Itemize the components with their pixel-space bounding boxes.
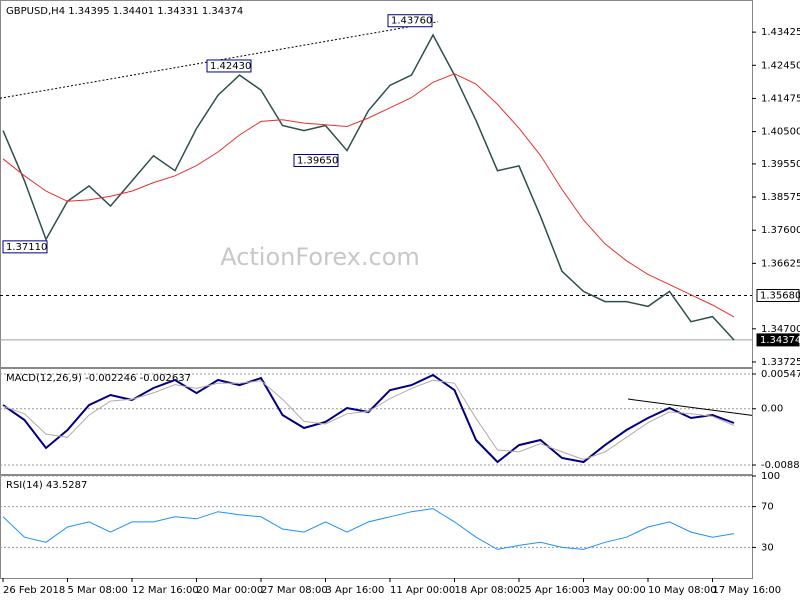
y-tick-label: 1.38575: [761, 192, 800, 203]
x-tick-label: 25 Apr 16:00: [519, 585, 584, 596]
x-tick-label: 17 May 16:00: [713, 585, 782, 596]
y-tick-label: 1.40500: [761, 127, 800, 138]
pane-frame: [0, 0, 753, 368]
watermark: ActionForex.com: [220, 243, 420, 271]
x-tick-label: 3 May 00:00: [584, 585, 646, 596]
price-label: 1.34374: [760, 335, 800, 346]
x-tick-label: 11 Apr 00:00: [390, 585, 455, 596]
y-tick-label: 1.37600: [761, 225, 800, 236]
y-tick-label: 1.39550: [761, 159, 800, 170]
x-tick-label: 26 Feb 2018: [3, 585, 65, 596]
price-label: 1.35680: [760, 290, 800, 301]
annotation-box: [206, 59, 252, 73]
x-tick-label: 18 Apr 08:00: [455, 585, 520, 596]
series-line: [2, 373, 735, 464]
y-tick-label: 1.33725: [761, 357, 800, 368]
y-tick-label: 1.42450: [761, 60, 800, 71]
annotation: 1.37110: [6, 242, 47, 253]
y-tick-label: 1.36625: [761, 258, 800, 269]
annotation: 1.39650: [297, 155, 338, 166]
x-tick-label: 10 May 08:00: [648, 585, 717, 596]
trendline: [627, 398, 753, 416]
series-line: [2, 33, 735, 341]
y-tick-label: 0.00547: [761, 369, 800, 380]
x-tick-label: 27 Mar 08:00: [261, 585, 328, 596]
y-tick-label: -0.00886: [761, 460, 800, 471]
x-tick-label: 5 Mar 08:00: [68, 585, 128, 596]
y-tick-label: 70: [761, 502, 774, 513]
x-tick-label: 3 Apr 16:00: [326, 585, 385, 596]
y-tick-label: 100: [761, 471, 780, 482]
y-tick-label: 30: [761, 542, 774, 553]
y-tick-label: 0.00: [761, 404, 783, 415]
series-line: [2, 73, 735, 318]
annotation-box: [387, 14, 433, 28]
annotation: 1.42430: [210, 61, 251, 72]
series-line: [2, 508, 735, 550]
annotation: 1.43760: [391, 16, 432, 27]
pane-frame: [0, 368, 753, 475]
price-label-box: [756, 288, 800, 302]
series-line: [2, 379, 735, 461]
y-tick-label: 1.43425: [761, 27, 800, 38]
x-tick-label: 12 Mar 16:00: [132, 585, 199, 596]
pane-title: GBPUSD,H4 1.34395 1.34401 1.34331 1.3437…: [6, 6, 243, 17]
pane-title: MACD(12,26,9) -0.002246 -0.002637: [6, 373, 191, 384]
pane-title: RSI(14) 43.5287: [6, 480, 87, 491]
y-tick-label: 1.34700: [761, 324, 800, 335]
price-label-box: [756, 333, 800, 347]
y-tick-label: 1.41475: [761, 93, 800, 104]
annotation-box: [293, 153, 339, 167]
x-tick-label: 20 Mar 00:00: [197, 585, 264, 596]
annotation-box: [2, 240, 48, 254]
